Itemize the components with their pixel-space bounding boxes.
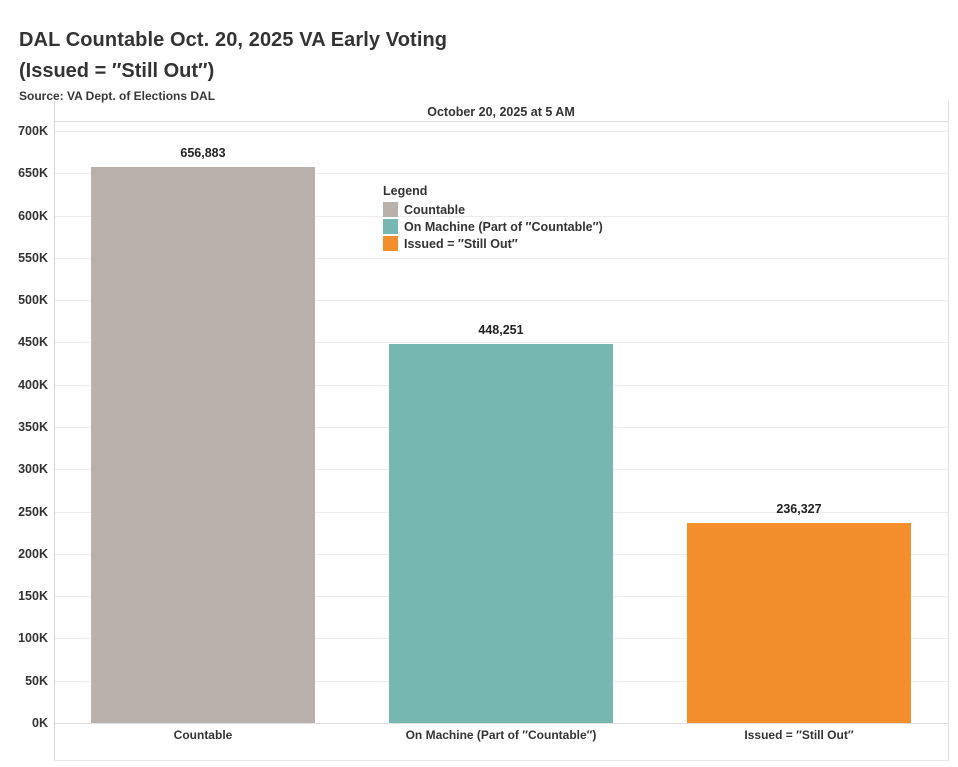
gridline-550K xyxy=(55,257,948,259)
y-tick-label: 600K xyxy=(18,208,48,223)
x-axis-label: Issued = ″Still Out″ xyxy=(744,728,854,742)
y-tick-label: 250K xyxy=(18,504,48,519)
bar-3[interactable] xyxy=(687,523,911,723)
y-tick-label: 150K xyxy=(18,589,48,604)
y-tick-label: 400K xyxy=(18,377,48,392)
gridline-700K xyxy=(55,131,948,132)
y-tick-label: 0K xyxy=(32,716,48,730)
legend-item-3[interactable]: Issued = ″Still Out″ xyxy=(383,235,603,252)
plot-right-border xyxy=(948,101,949,761)
legend-title: Legend xyxy=(383,184,428,198)
legend: Legend Countable On Machine (Part of ″Cou… xyxy=(383,184,603,252)
x-axis-label: On Machine (Part of ″Countable″) xyxy=(405,728,597,742)
bar-value-label: 656,883 xyxy=(180,146,226,161)
bar-value-label: 448,251 xyxy=(478,322,524,337)
bar-1[interactable] xyxy=(91,167,315,723)
legend-item-1[interactable]: Countable xyxy=(383,201,603,218)
legend-items: Countable On Machine (Part of ″Countable″… xyxy=(383,201,603,252)
gridline-650K xyxy=(55,173,948,175)
legend-item-2[interactable]: On Machine (Part of ″Countable″) xyxy=(383,218,603,235)
y-tick-label: 450K xyxy=(18,335,48,350)
legend-item-label: Countable xyxy=(404,202,466,217)
bar-2[interactable] xyxy=(389,343,613,723)
bar-value-label: 236,327 xyxy=(776,502,822,517)
y-tick-label: 550K xyxy=(18,250,48,265)
title-block: DAL Countable Oct. 20, 2025 VA Early Vot… xyxy=(19,25,447,104)
legend-swatch-icon xyxy=(383,219,398,234)
legend-swatch-icon xyxy=(383,202,398,217)
chart-subtitle: (Issued = ″Still Out″) xyxy=(19,60,215,82)
gridline-0K xyxy=(55,723,948,724)
y-tick-label: 50K xyxy=(25,673,48,688)
y-tick-label: 500K xyxy=(18,293,48,308)
chart-title: DAL Countable Oct. 20, 2025 VA Early Vot… xyxy=(19,29,448,51)
plot-bottom-border xyxy=(54,760,948,761)
header-separator-line xyxy=(54,121,948,122)
y-axis-line xyxy=(54,101,55,761)
chart-source: Source: VA Dept. of Elections DAL xyxy=(19,89,216,103)
y-tick-label: 200K xyxy=(18,546,48,561)
gridline-600K xyxy=(55,215,948,217)
column-header: October 20, 2025 at 5 AM xyxy=(427,105,575,119)
y-tick-label: 300K xyxy=(18,462,48,477)
y-tick-label: 700K xyxy=(18,124,48,138)
y-tick-label: 350K xyxy=(18,420,48,434)
x-axis-label: Countable xyxy=(173,728,233,742)
legend-item-label: On Machine (Part of ″Countable″) xyxy=(404,219,603,234)
gridline-450K xyxy=(55,342,948,344)
legend-swatch-icon xyxy=(383,236,398,251)
y-tick-label: 100K xyxy=(18,631,48,646)
legend-item-label: Issued = ″Still Out″ xyxy=(404,236,518,251)
gridline-500K xyxy=(55,300,948,302)
y-tick-label: 650K xyxy=(18,166,48,181)
